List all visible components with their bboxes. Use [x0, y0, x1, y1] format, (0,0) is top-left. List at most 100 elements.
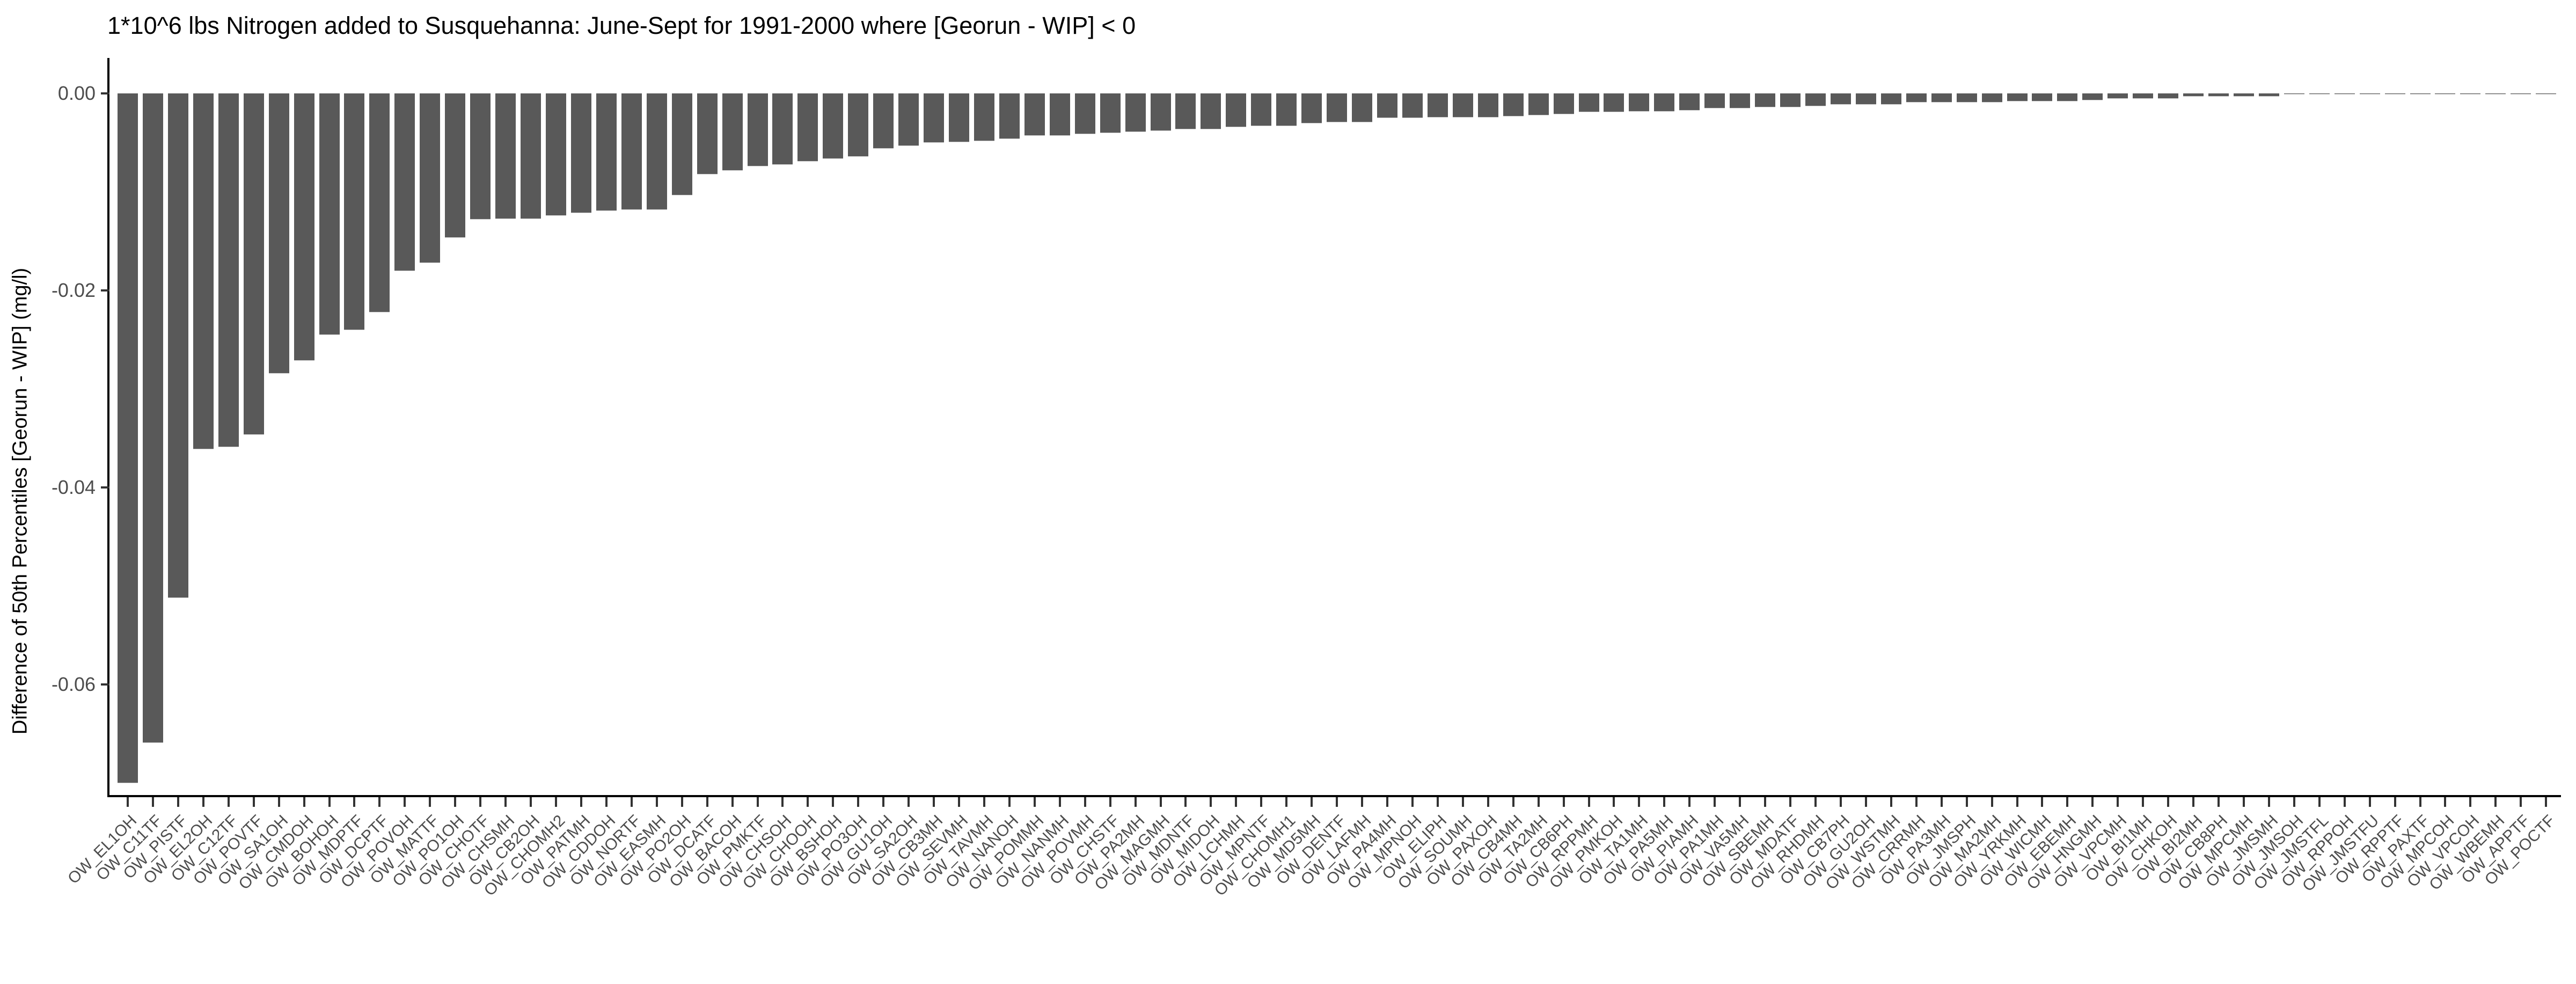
bar — [1352, 93, 1373, 122]
x-tick-mark — [2218, 797, 2220, 807]
bar — [2107, 93, 2128, 98]
x-tick-mark — [227, 797, 230, 807]
x-tick-mark — [1008, 797, 1011, 807]
y-tick-mark — [101, 486, 109, 489]
bar — [495, 93, 516, 218]
x-tick-mark — [504, 797, 507, 807]
x-tick-mark — [2267, 797, 2270, 807]
bar — [1805, 93, 1826, 106]
bar — [2485, 93, 2506, 94]
y-axis-line — [107, 58, 109, 797]
x-tick-mark — [580, 797, 582, 807]
bar — [369, 93, 390, 312]
bar — [1553, 93, 1574, 114]
bar — [1452, 93, 1473, 117]
x-tick-mark — [1436, 797, 1439, 807]
bar — [722, 93, 743, 170]
x-tick-mark — [177, 797, 179, 807]
y-tick-mark — [101, 92, 109, 94]
bar — [2158, 93, 2179, 98]
bar — [243, 93, 264, 434]
x-tick-mark — [1487, 797, 1489, 807]
bar — [521, 93, 541, 218]
x-tick-mark — [2318, 797, 2321, 807]
x-tick-mark — [2091, 797, 2094, 807]
x-tick-mark — [1084, 797, 1086, 807]
bar — [167, 93, 188, 598]
x-tick-mark — [1562, 797, 1565, 807]
x-tick-mark — [630, 797, 633, 807]
x-tick-mark — [2142, 797, 2145, 807]
bar — [646, 93, 667, 210]
bar — [1981, 93, 2002, 103]
x-tick-mark — [1739, 797, 1741, 807]
x-tick-mark — [832, 797, 835, 807]
bar — [1604, 93, 1624, 112]
bar — [1327, 93, 1348, 122]
x-tick-mark — [2469, 797, 2472, 807]
x-tick-mark — [2368, 797, 2371, 807]
bar — [797, 93, 818, 162]
x-tick-mark — [2016, 797, 2018, 807]
x-tick-mark — [2394, 797, 2396, 807]
x-tick-mark — [1663, 797, 1666, 807]
bar — [1049, 93, 1070, 136]
x-tick-mark — [933, 797, 935, 807]
y-tick-mark — [101, 289, 109, 291]
x-tick-mark — [1764, 797, 1767, 807]
bar — [1654, 93, 1675, 111]
bar — [2208, 93, 2229, 97]
x-tick-mark — [2066, 797, 2069, 807]
x-tick-mark — [1461, 797, 1464, 807]
y-tick-label: -0.06 — [51, 673, 96, 695]
bar — [1150, 93, 1171, 131]
x-tick-mark — [807, 797, 809, 807]
bar — [1377, 93, 1397, 118]
bar — [1276, 93, 1297, 126]
bar — [1755, 93, 1776, 107]
x-tick-mark — [2041, 797, 2044, 807]
bar — [2511, 93, 2531, 94]
x-tick-mark — [151, 797, 154, 807]
bar — [218, 93, 239, 447]
x-tick-mark — [908, 797, 910, 807]
x-tick-mark — [1109, 797, 1111, 807]
x-tick-mark — [1965, 797, 1968, 807]
x-tick-mark — [479, 797, 482, 807]
bar — [823, 93, 844, 158]
bar — [294, 93, 314, 360]
x-tick-mark — [1638, 797, 1641, 807]
bar — [697, 93, 718, 174]
x-tick-mark — [429, 797, 431, 807]
x-tick-mark — [2117, 797, 2119, 807]
x-tick-mark — [2545, 797, 2548, 807]
x-tick-mark — [1336, 797, 1338, 807]
x-tick-mark — [882, 797, 885, 807]
x-tick-mark — [1411, 797, 1414, 807]
bar — [344, 93, 365, 330]
x-tick-mark — [378, 797, 381, 807]
y-tick-label: -0.04 — [51, 476, 96, 498]
x-tick-mark — [781, 797, 784, 807]
x-tick-mark — [1537, 797, 1540, 807]
bar — [772, 93, 793, 164]
bar — [596, 93, 617, 210]
x-tick-mark — [1285, 797, 1288, 807]
bar — [2032, 93, 2053, 101]
x-tick-mark — [1890, 797, 1892, 807]
bar — [1830, 93, 1851, 104]
x-tick-mark — [1361, 797, 1364, 807]
bar — [2258, 93, 2279, 97]
x-tick-mark — [1688, 797, 1691, 807]
bar — [2536, 93, 2557, 94]
x-tick-mark — [202, 797, 204, 807]
bar — [1730, 93, 1751, 108]
bar — [671, 93, 692, 195]
x-tick-mark — [1311, 797, 1313, 807]
x-tick-mark — [756, 797, 759, 807]
x-tick-mark — [1260, 797, 1263, 807]
x-tick-mark — [1058, 797, 1061, 807]
bar — [193, 93, 214, 449]
bar — [1074, 93, 1095, 134]
bar — [2284, 93, 2304, 94]
